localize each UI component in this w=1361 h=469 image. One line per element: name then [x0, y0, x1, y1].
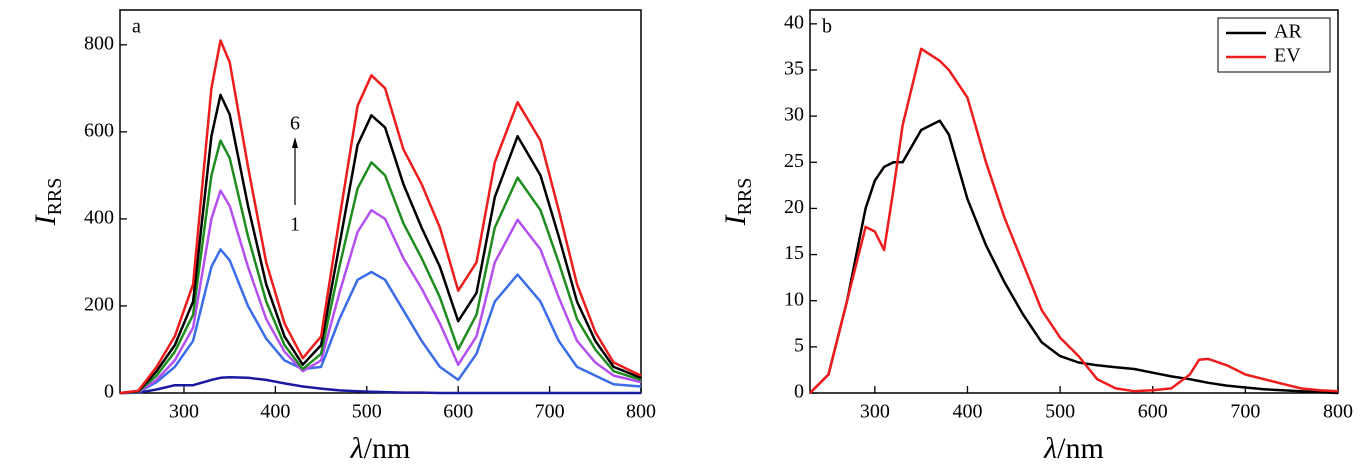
series-line — [119, 189, 642, 395]
panel: 300 400 500 600 700 800 0 200 400 600 800 λ/nm IRRS a… — [29, 9, 656, 465]
y-tick-label: 400 — [84, 207, 114, 229]
y-tick-label: 15 — [784, 242, 804, 264]
x-tick-label: 700 — [1230, 401, 1260, 423]
y-axis-label: IRRS — [29, 178, 66, 227]
series-line — [119, 93, 642, 395]
y-tick-label: 35 — [784, 58, 804, 80]
legend-label: EV — [1274, 45, 1301, 67]
y-tick-label: 40 — [784, 11, 804, 33]
y-tick-label: 600 — [84, 119, 114, 141]
y-tick-label: 5 — [794, 334, 804, 356]
y-label-main: I — [719, 213, 752, 226]
y-tick-label: 10 — [784, 288, 804, 310]
x-axis-label: λ/nm — [1043, 432, 1104, 465]
x-label-unit: /nm — [364, 432, 411, 465]
series-line — [809, 47, 1339, 394]
legend-label: AR — [1274, 21, 1302, 43]
arrow-bottom-label: 1 — [290, 214, 300, 236]
x-tick-label: 800 — [626, 401, 656, 423]
y-tick-label: 20 — [784, 196, 804, 218]
series-line — [119, 248, 642, 395]
x-tick-label: 300 — [860, 401, 890, 423]
x-label-unit: /nm — [1057, 432, 1104, 465]
y-tick-label: 30 — [784, 104, 804, 126]
x-tick-label: 300 — [169, 401, 199, 423]
y-tick-label: 0 — [104, 381, 114, 403]
y-tick-label: 0 — [794, 381, 804, 403]
y-tick-label: 800 — [84, 32, 114, 54]
y-axis-label: IRRS — [719, 178, 756, 227]
x-label-symbol: λ — [1043, 432, 1057, 465]
x-tick-label: 700 — [535, 401, 565, 423]
y-label-sub: RRS — [734, 178, 756, 216]
panel-label: a — [132, 16, 141, 38]
x-tick-label: 400 — [260, 401, 290, 423]
y-label-main: I — [29, 213, 62, 226]
series-line — [119, 39, 642, 395]
arrow-top-label: 6 — [290, 113, 300, 135]
x-tick-label: 400 — [952, 401, 982, 423]
y-tick-label: 200 — [84, 294, 114, 316]
x-label-symbol: λ — [350, 432, 364, 465]
x-tick-label: 600 — [1138, 401, 1168, 423]
series-line — [809, 119, 1339, 395]
x-axis-label: λ/nm — [350, 432, 411, 465]
arrow-head — [292, 137, 298, 148]
series-line — [119, 376, 641, 395]
y-tick-label: 25 — [784, 150, 804, 172]
plot-frame — [119, 9, 642, 394]
x-tick-label: 500 — [352, 401, 382, 423]
x-tick-label: 600 — [443, 401, 473, 423]
y-label-sub: RRS — [44, 178, 66, 216]
x-tick-label: 500 — [1045, 401, 1075, 423]
plot-frame — [809, 9, 1339, 394]
panel-label: b — [822, 16, 832, 38]
panel: 300 400 500 600 700 800 0 5 10 15 20 25 30 35 40 λ/nm IR… — [719, 9, 1353, 465]
legend-box — [1217, 17, 1331, 73]
series-line — [119, 139, 642, 395]
x-tick-label: 800 — [1323, 401, 1353, 423]
